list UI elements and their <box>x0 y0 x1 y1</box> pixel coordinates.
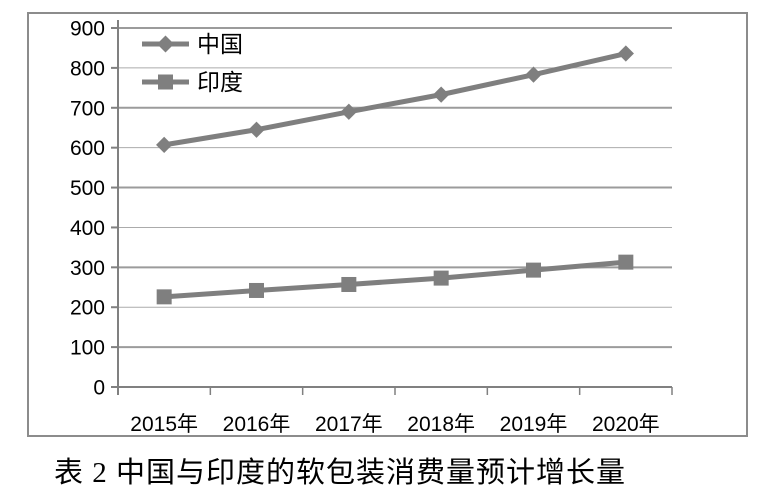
x-tick-label: 2015年 <box>130 413 198 436</box>
series-india <box>156 254 634 305</box>
y-tick-label: 900 <box>70 18 105 41</box>
y-tick-label: 200 <box>70 297 105 320</box>
chart-caption: 表 2 中国与印度的软包装消费量预计增长量 <box>54 457 627 489</box>
square-marker <box>249 282 264 298</box>
y-tick-label: 100 <box>70 337 105 360</box>
square-marker <box>341 276 357 292</box>
x-tick-label: 2019年 <box>500 413 568 436</box>
chart-frame <box>27 12 748 437</box>
square-marker <box>618 254 634 270</box>
series-line <box>163 259 627 300</box>
y-tick-label: 300 <box>70 257 105 280</box>
diamond-marker <box>248 121 265 138</box>
x-tick-label: 2017年 <box>315 413 383 436</box>
square-marker <box>433 270 449 286</box>
diamond-marker <box>433 86 450 103</box>
y-tick-label: 500 <box>70 177 105 200</box>
diamond-marker <box>617 45 634 62</box>
x-tick-label: 2020年 <box>592 413 660 436</box>
legend-label: 中国 <box>197 31 243 57</box>
x-tick-label: 2016年 <box>223 413 291 436</box>
square-marker <box>526 262 541 278</box>
x-tick-label: 2018年 <box>407 413 475 436</box>
square-marker <box>156 289 172 305</box>
y-tick-label: 800 <box>70 57 105 80</box>
series-line <box>163 51 627 148</box>
legend-label: 印度 <box>197 69 243 95</box>
square-marker <box>158 74 173 90</box>
diamond-marker <box>525 66 542 83</box>
diamond-marker <box>340 103 357 120</box>
y-tick-label: 400 <box>70 217 105 240</box>
y-tick-label: 0 <box>93 377 105 400</box>
legend-item-india: 印度 <box>142 69 243 95</box>
y-tick-label: 600 <box>70 137 105 160</box>
y-tick-label: 700 <box>70 97 105 120</box>
line-chart: 0 100 200 300 400 500 600 700 800 900 2015年 2016年 20… <box>27 12 748 437</box>
series-china <box>156 45 634 154</box>
